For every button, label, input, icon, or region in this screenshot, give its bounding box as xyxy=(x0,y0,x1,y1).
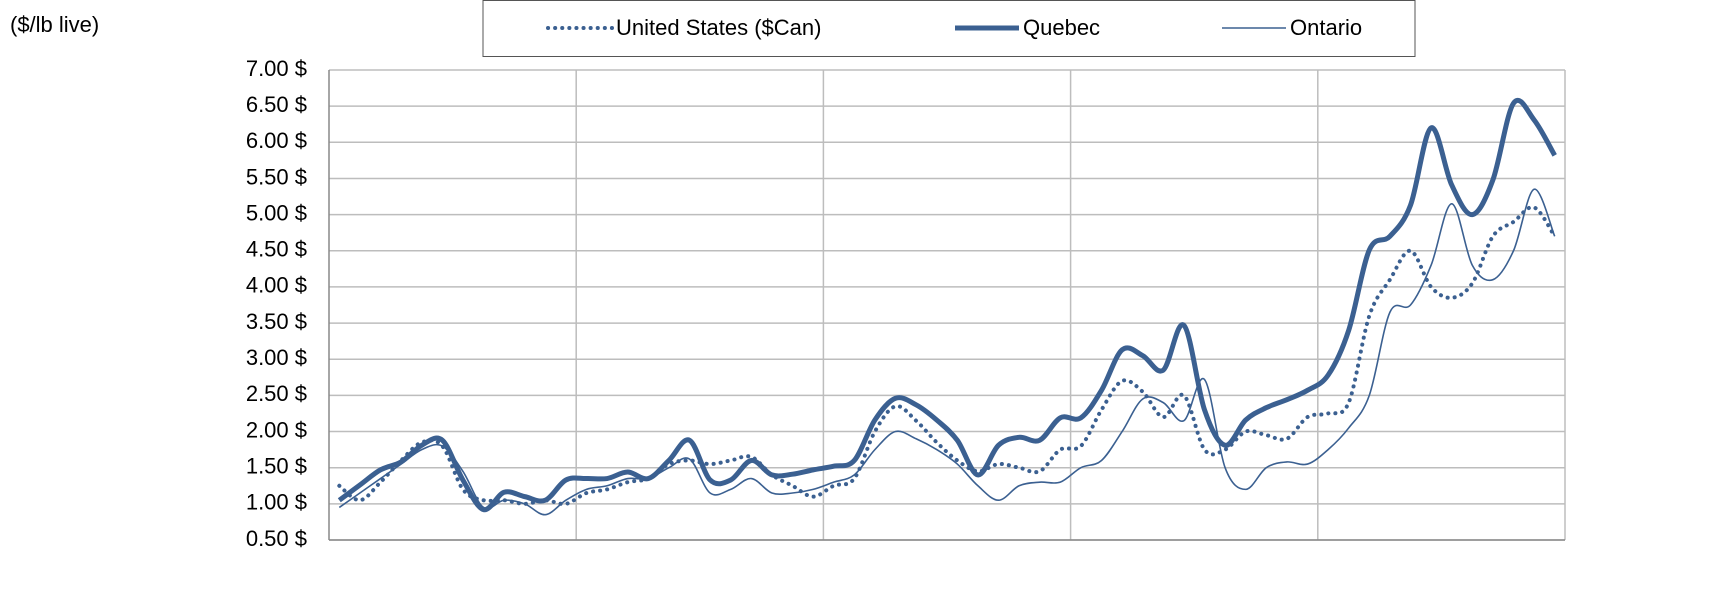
y-tick-label: 1.50 $ xyxy=(246,454,307,479)
series-line xyxy=(338,188,1556,516)
y-tick-label: 4.50 $ xyxy=(246,237,307,262)
y-tick-label: 4.00 $ xyxy=(246,273,307,298)
y-tick-label: 0.50 $ xyxy=(246,526,307,551)
y-tick-label: 2.00 $ xyxy=(246,417,307,442)
y-tick-label: 5.00 $ xyxy=(246,200,307,225)
y-axis-title: ($/lb live) xyxy=(10,12,99,37)
legend-label: United States ($Can) xyxy=(616,15,821,40)
y-tick-label: 5.50 $ xyxy=(246,164,307,189)
legend-label: Ontario xyxy=(1290,15,1362,40)
y-tick-label: 3.00 $ xyxy=(246,345,307,370)
y-tick-label: 6.50 $ xyxy=(246,92,307,117)
y-tick-label: 1.00 $ xyxy=(246,490,307,515)
y-tick-label: 7.00 $ xyxy=(246,56,307,81)
y-tick-label: 6.00 $ xyxy=(246,128,307,153)
series-line xyxy=(337,97,1557,513)
legend-label: Quebec xyxy=(1023,15,1100,40)
y-tick-label: 3.50 $ xyxy=(246,309,307,334)
series-line xyxy=(337,205,1557,507)
y-tick-label: 2.50 $ xyxy=(246,381,307,406)
